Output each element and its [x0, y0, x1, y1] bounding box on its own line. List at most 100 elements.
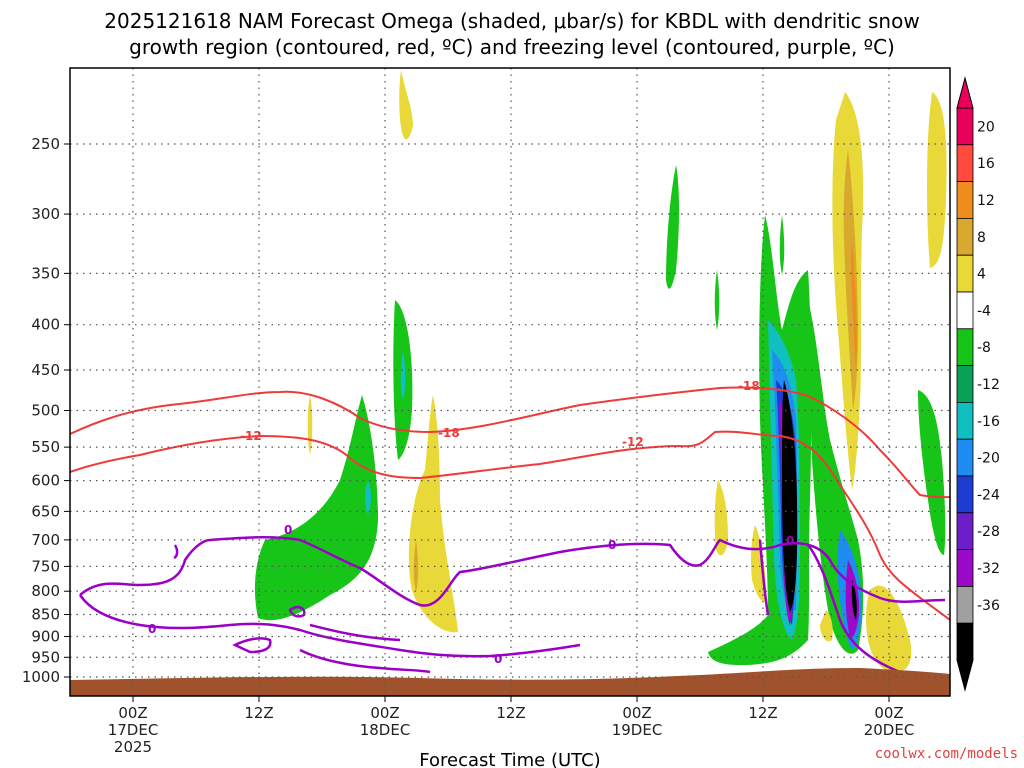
freezing-level-contours	[78, 536, 946, 674]
colorbar-swatch	[956, 144, 974, 183]
omega-positive-area	[927, 92, 947, 268]
colorbar-swatch	[956, 181, 974, 219]
colorbar-label: 8	[977, 230, 986, 246]
contour-line-freezing-level	[232, 637, 272, 654]
omega-positive-area	[408, 395, 458, 633]
contour-label-zero: 0	[608, 538, 616, 552]
colorbar-swatch	[956, 586, 974, 624]
omega-positive-area	[714, 480, 728, 556]
contour-line-freezing-level	[78, 594, 581, 658]
x-tick-sub: 17DEC	[108, 721, 159, 739]
x-tick-sub: 20DEC	[864, 721, 915, 739]
y-tick-label: 950	[31, 648, 60, 666]
terrain-ground	[70, 668, 950, 696]
omega-shading	[254, 70, 947, 673]
contour-label-zero: 0	[148, 622, 156, 636]
colorbar-label: -12	[977, 377, 1000, 393]
contour-label-minus-12: -12	[622, 435, 644, 449]
x-tick-label: 00Z	[622, 704, 651, 722]
y-tick-label: 450	[31, 361, 60, 379]
x-tick-sub: 18DEC	[360, 721, 411, 739]
colorbar-swatch	[956, 549, 974, 587]
colorbar-label: 12	[977, 193, 995, 209]
x-tick-label: 12Z	[244, 704, 273, 722]
x-tick-sub: 19DEC	[612, 721, 663, 739]
omega-positive-area	[851, 240, 857, 370]
contour-line-freezing-level	[309, 623, 401, 642]
x-tick-label: 12Z	[748, 704, 777, 722]
colorbar-label: -32	[977, 561, 1000, 577]
colorbar-swatch	[956, 107, 974, 146]
contour-label-minus-12: -12	[240, 429, 262, 443]
contour-label-zero: 0	[786, 534, 794, 548]
y-tick-label: 600	[31, 472, 60, 490]
y-tick-label: 1000	[22, 668, 60, 686]
colorbar-swatch	[956, 365, 974, 403]
y-tick-label: 250	[31, 135, 60, 153]
x-tick-label: 12Z	[496, 704, 525, 722]
x-tick-label: 00Z	[874, 704, 903, 722]
omega-negative-area	[365, 480, 371, 515]
y-tick-label: 500	[31, 402, 60, 420]
omega-positive-area	[866, 585, 912, 673]
colorbar-swatch	[956, 622, 974, 661]
contour-label-zero: 0	[494, 652, 502, 666]
omega-negative-area	[714, 270, 720, 330]
colorbar-label: 4	[977, 267, 986, 283]
colorbar-swatch	[956, 438, 974, 477]
contour-label-minus-18: -18	[738, 379, 760, 393]
colorbar-swatch	[956, 217, 974, 256]
x-tick-sub2: 2025	[114, 738, 152, 756]
colorbar-swatch	[956, 328, 974, 366]
y-tick-label: 400	[31, 316, 60, 334]
colorbar-label: 16	[977, 156, 995, 172]
omega-negative-area	[851, 580, 857, 620]
plot-frame	[69, 67, 951, 697]
x-tick-label: 00Z	[370, 704, 399, 722]
colorbar-label: 20	[977, 119, 995, 135]
credit-text: coolwx.com/models	[875, 746, 1018, 762]
y-tick-label: 850	[31, 606, 60, 624]
x-axis-label: Forecast Time (UTC)	[419, 750, 600, 768]
contour-line-freezing-level	[173, 544, 179, 560]
contour-line-freezing-level	[758, 539, 770, 616]
y-axis-ticks: 250 300 350 400 450 500 550 600 650 700 750 800 850 9…	[22, 135, 70, 686]
omega-positive-area	[413, 540, 419, 592]
colorbar-top-arrow	[956, 76, 974, 109]
contour-label-minus-18: -18	[438, 426, 460, 440]
contour-labels: -18 -18 -12 -12 0 0 0 0 0	[148, 379, 794, 666]
y-tick-label: 350	[31, 264, 60, 282]
chart-title-line-1: 2025121618 NAM Forecast Omega (shaded, μ…	[104, 9, 919, 33]
colorbar-label: -28	[977, 524, 1000, 540]
omega-negative-area	[918, 390, 946, 555]
contour-line-freezing-level	[79, 536, 946, 607]
chart-title-line-2: growth region (contoured, red, ºC) and f…	[129, 35, 895, 59]
grid	[70, 68, 950, 696]
omega-positive-area	[751, 525, 766, 602]
y-tick-label: 800	[31, 582, 60, 600]
colorbar-swatch	[956, 401, 974, 440]
y-tick-label: 750	[31, 557, 60, 575]
colorbar-bottom-arrow	[956, 659, 974, 692]
contour-label-zero: 0	[284, 523, 292, 537]
omega-negative-area	[400, 350, 406, 400]
colorbar-label: -4	[977, 303, 991, 319]
omega-positive-area	[399, 70, 413, 140]
colorbar-swatch	[956, 475, 974, 514]
colorbar-label: -36	[977, 598, 1000, 614]
x-tick-label: 00Z	[118, 704, 147, 722]
contour-line-minus-18	[69, 386, 951, 499]
colorbar-label: -8	[977, 340, 991, 356]
colorbar-label: -20	[977, 451, 1000, 467]
omega-negative-area	[779, 215, 785, 275]
y-tick-label: 650	[31, 502, 60, 520]
colorbar-swatch	[956, 291, 974, 330]
y-tick-label: 550	[31, 438, 60, 456]
y-tick-label: 900	[31, 627, 60, 645]
omega-positive-area	[843, 150, 858, 410]
y-tick-label: 300	[31, 205, 60, 223]
y-tick-label: 700	[31, 531, 60, 549]
omega-negative-area	[254, 395, 378, 621]
